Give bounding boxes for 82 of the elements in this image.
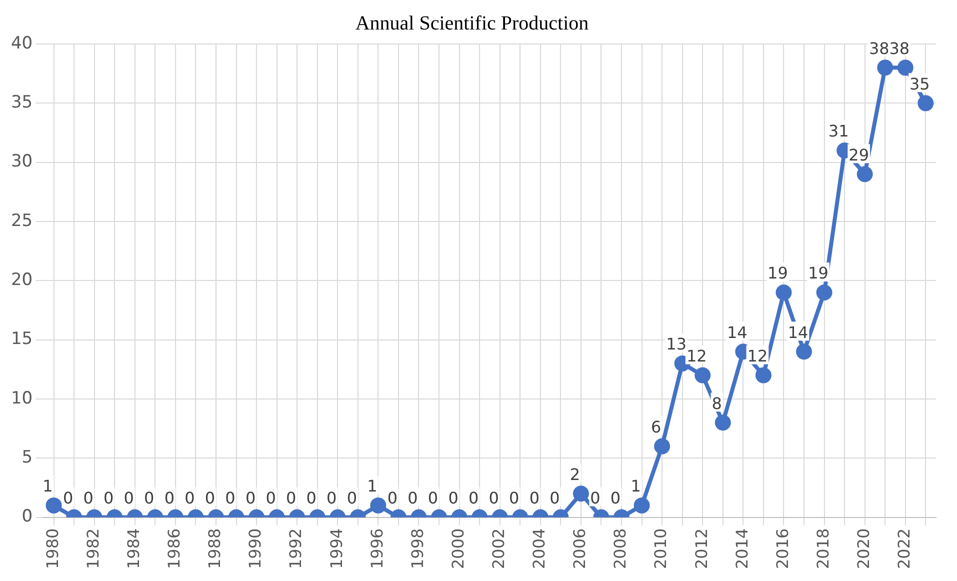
data-label: 0 xyxy=(509,488,520,508)
y-tick-label: 5 xyxy=(22,448,33,468)
data-label: 0 xyxy=(104,488,114,508)
data-label: 0 xyxy=(144,488,154,508)
data-label: 0 xyxy=(204,488,216,508)
data-label: 0 xyxy=(428,488,438,508)
x-tick-label: 2012 xyxy=(692,528,711,569)
data-label: 1 xyxy=(42,476,53,496)
y-tick-label: 35 xyxy=(10,92,33,113)
data-label: 1 xyxy=(630,476,641,496)
data-label: 31 xyxy=(828,122,849,141)
data-label: 0 xyxy=(346,488,358,508)
x-tick-label: 1992 xyxy=(286,528,306,569)
x-tick-label: 2020 xyxy=(854,528,873,569)
data-label: 0 xyxy=(164,488,175,508)
x-tick-label: 1994 xyxy=(326,528,346,569)
x-tick-label: 1988 xyxy=(205,528,224,569)
data-label: 0 xyxy=(83,488,94,508)
data-label: 0 xyxy=(124,488,134,508)
x-tick-label: 1982 xyxy=(83,528,102,569)
y-tick-label: 25 xyxy=(10,210,33,231)
x-tick-label: 2016 xyxy=(772,528,792,569)
x-tick-label: 1984 xyxy=(124,528,144,569)
x-tick-label: 2008 xyxy=(610,528,630,569)
data-label: 2 xyxy=(570,464,580,484)
y-tick-label: 20 xyxy=(10,270,33,290)
y-tick-label: 0 xyxy=(22,506,33,527)
y-tick-label: 30 xyxy=(10,152,33,172)
data-label: 0 xyxy=(488,488,499,508)
x-tick-label: 2004 xyxy=(530,528,549,569)
data-label: 35 xyxy=(909,74,930,94)
x-tick-label: 1980 xyxy=(42,528,62,569)
x-tick-label: 2022 xyxy=(894,528,914,569)
y-tick-label: 15 xyxy=(10,329,33,350)
data-label: 8 xyxy=(712,394,722,413)
chart-title: Annual Scientific Production xyxy=(355,12,589,34)
x-tick-label: 1986 xyxy=(164,528,184,569)
data-label: 0 xyxy=(590,488,600,508)
data-label: 38 xyxy=(868,38,890,58)
x-tick-label: 2018 xyxy=(813,528,832,569)
point xyxy=(776,284,792,300)
x-tick-label: 2010 xyxy=(651,528,670,569)
data-label: 0 xyxy=(225,488,236,508)
data-label: 0 xyxy=(529,488,540,508)
point xyxy=(816,284,832,300)
x-tick-label: 2000 xyxy=(448,528,468,569)
data-label: 12 xyxy=(686,346,707,366)
data-label: 14 xyxy=(726,322,748,342)
data-label: 0 xyxy=(468,488,479,508)
point xyxy=(856,166,873,182)
data-label: 6 xyxy=(650,417,662,436)
data-label: 14 xyxy=(788,322,808,342)
data-label: 19 xyxy=(808,264,828,283)
data-label: 0 xyxy=(610,488,621,508)
data-label: 0 xyxy=(326,488,337,508)
x-tick-label: 2002 xyxy=(489,528,508,569)
x-tick-label: 2014 xyxy=(732,528,752,569)
data-label: 0 xyxy=(184,488,195,508)
point xyxy=(918,95,934,112)
data-label: 1 xyxy=(367,476,378,496)
x-tick-label: 1998 xyxy=(408,528,427,569)
x-tick-label: 1996 xyxy=(367,528,386,569)
data-label: 0 xyxy=(387,488,398,508)
data-label: 13 xyxy=(666,334,687,354)
data-label: 0 xyxy=(245,488,256,508)
data-label: 12 xyxy=(747,346,768,366)
data-label: 0 xyxy=(266,488,276,508)
data-label: 0 xyxy=(62,488,74,508)
data-label: 29 xyxy=(848,145,870,164)
point xyxy=(897,60,914,76)
y-tick-label: 10 xyxy=(10,388,33,408)
x-tick-label: 2006 xyxy=(570,528,590,569)
data-label: 0 xyxy=(408,488,418,508)
point xyxy=(877,60,894,76)
x-tick-label: 1990 xyxy=(246,528,265,569)
data-label: 0 xyxy=(306,488,316,508)
data-label: 0 xyxy=(550,488,560,508)
data-label: 0 xyxy=(448,488,458,508)
data-label: 19 xyxy=(768,264,788,283)
data-label: 0 xyxy=(286,488,296,508)
y-tick-label: 40 xyxy=(10,33,33,54)
data-label: 38 xyxy=(889,38,910,58)
